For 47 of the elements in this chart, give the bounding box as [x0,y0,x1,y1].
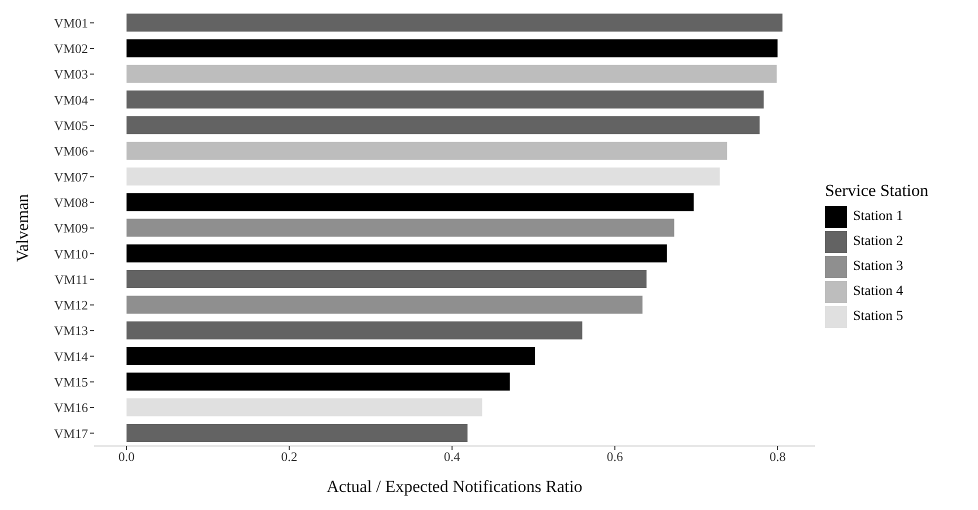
bar [126,142,728,160]
x-axis-title: Actual / Expected Notifications Ratio [326,477,582,496]
legend-title: Service Station [825,181,930,201]
bar [126,39,778,58]
y-tick-label: VM08 [54,194,88,210]
legend-label: Station 1 [853,208,904,224]
bar [126,167,720,186]
y-tick-label: VM02 [54,41,88,56]
bar [126,398,482,416]
bar [126,321,582,340]
y-tick-label: VM12 [54,298,88,313]
x-tick-label: 0.8 [769,449,786,464]
y-tick-label: VM05 [54,118,88,134]
x-tick-label: 0.4 [444,449,461,464]
y-tick-label: VM11 [54,272,88,287]
y-tick-label: VM10 [54,246,88,262]
bar [126,372,510,391]
bar [126,14,782,32]
y-tick-label: VM09 [54,220,88,236]
y-tick-label: VM01 [54,15,88,30]
y-tick-label: VM07 [54,169,88,184]
y-tick-label: VM06 [54,144,88,159]
legend-label: Station 4 [853,284,904,300]
bar [126,64,777,83]
bar [126,116,760,134]
y-tick-label: VM13 [54,323,88,338]
bar [126,218,674,237]
bar [126,296,642,314]
x-tick-label: 0.0 [118,449,135,464]
y-axis-title: Valveman [13,194,32,262]
y-tick-label: VM16 [54,400,88,416]
x-tick-label: 0.2 [281,449,298,464]
bar [126,193,694,212]
y-tick-label: VM14 [54,348,88,364]
legend-label: Station 5 [853,308,904,324]
bar [126,244,667,262]
x-tick-label: 0.6 [606,449,624,464]
legend-label: Station 2 [853,234,904,250]
bar [126,424,468,442]
y-tick-label: VM04 [54,92,88,108]
bar [126,347,536,365]
y-tick-label: VM17 [54,426,88,441]
y-tick-label: VM03 [54,66,88,82]
bar [126,90,764,109]
legend-label: Station 3 [853,258,904,274]
bar [126,270,647,288]
y-tick-label: VM15 [54,374,88,390]
